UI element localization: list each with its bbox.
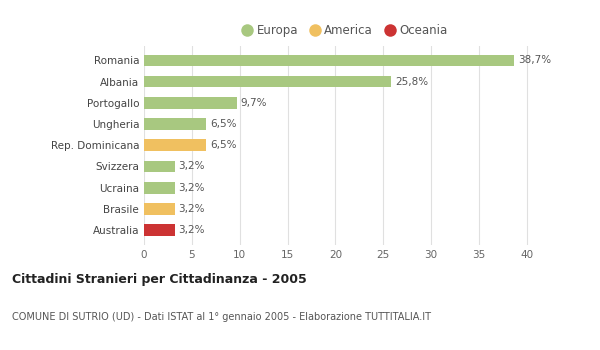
- Text: 6,5%: 6,5%: [210, 140, 236, 150]
- Text: COMUNE DI SUTRIO (UD) - Dati ISTAT al 1° gennaio 2005 - Elaborazione TUTTITALIA.: COMUNE DI SUTRIO (UD) - Dati ISTAT al 1°…: [12, 312, 431, 322]
- Bar: [144, 203, 175, 215]
- Bar: [144, 182, 175, 194]
- Bar: [144, 139, 206, 151]
- Text: 3,2%: 3,2%: [178, 204, 205, 214]
- Text: 3,2%: 3,2%: [178, 225, 205, 235]
- Legend: Europa, America, Oceania: Europa, America, Oceania: [238, 20, 452, 42]
- Text: 6,5%: 6,5%: [210, 119, 236, 129]
- Text: 25,8%: 25,8%: [395, 77, 428, 86]
- Text: 3,2%: 3,2%: [178, 161, 205, 171]
- Text: 9,7%: 9,7%: [241, 98, 267, 108]
- Bar: [144, 118, 206, 130]
- Text: Cittadini Stranieri per Cittadinanza - 2005: Cittadini Stranieri per Cittadinanza - 2…: [12, 273, 307, 286]
- Bar: [144, 224, 175, 236]
- Bar: [144, 55, 514, 66]
- Bar: [144, 161, 175, 172]
- Bar: [144, 97, 237, 108]
- Text: 38,7%: 38,7%: [518, 55, 551, 65]
- Text: 3,2%: 3,2%: [178, 183, 205, 193]
- Bar: [144, 76, 391, 88]
